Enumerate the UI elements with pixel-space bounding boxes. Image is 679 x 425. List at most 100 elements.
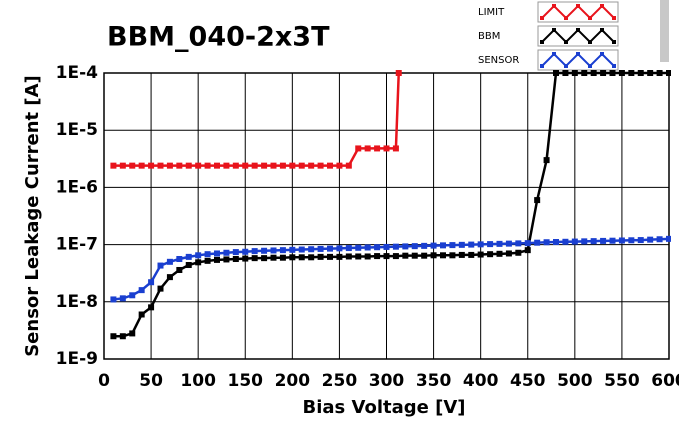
data-point bbox=[543, 239, 550, 246]
data-point bbox=[553, 70, 559, 76]
data-point bbox=[317, 162, 324, 169]
data-point bbox=[289, 246, 296, 253]
data-point bbox=[411, 252, 418, 259]
data-point bbox=[395, 70, 402, 76]
data-point bbox=[430, 252, 437, 259]
legend-label: LIMIT bbox=[478, 7, 505, 18]
data-point bbox=[119, 162, 126, 169]
data-point bbox=[609, 237, 616, 244]
x-axis-label: Bias Voltage [V] bbox=[303, 397, 466, 418]
data-point bbox=[110, 296, 117, 303]
data-point bbox=[157, 285, 164, 292]
data-point bbox=[656, 70, 663, 76]
data-point bbox=[345, 162, 352, 169]
data-point bbox=[666, 235, 671, 242]
data-point bbox=[553, 239, 559, 246]
data-point bbox=[590, 70, 597, 76]
data-point bbox=[458, 241, 465, 248]
data-point bbox=[223, 249, 230, 256]
data-point bbox=[421, 242, 428, 249]
x-tick-label: 600 bbox=[651, 371, 679, 391]
legend-marker bbox=[576, 4, 580, 8]
data-point bbox=[242, 248, 249, 255]
data-point bbox=[505, 240, 512, 247]
data-point bbox=[392, 145, 399, 152]
legend-marker bbox=[612, 64, 616, 68]
legend-marker bbox=[540, 40, 544, 44]
legend-marker bbox=[552, 28, 556, 32]
data-point bbox=[232, 249, 239, 256]
data-point bbox=[166, 274, 173, 281]
data-point bbox=[214, 256, 220, 263]
data-point bbox=[477, 241, 484, 248]
data-point bbox=[298, 254, 305, 261]
x-tick-label: 100 bbox=[180, 371, 216, 391]
legend-marker bbox=[576, 52, 580, 56]
data-point bbox=[637, 237, 644, 244]
data-point bbox=[496, 250, 503, 257]
legend-swatch-box bbox=[537, 49, 619, 71]
data-point bbox=[279, 254, 286, 261]
data-point bbox=[327, 253, 333, 260]
y-axis-label: Sensor Leakage Current [A] bbox=[22, 75, 43, 357]
legend-marker bbox=[564, 16, 568, 20]
data-point bbox=[214, 162, 220, 169]
data-point bbox=[383, 253, 390, 260]
data-point bbox=[411, 243, 418, 250]
data-point bbox=[242, 255, 249, 262]
data-point bbox=[524, 240, 531, 247]
data-point bbox=[647, 236, 654, 243]
data-point bbox=[195, 252, 202, 259]
data-point bbox=[374, 145, 381, 152]
data-point bbox=[534, 239, 541, 246]
data-point bbox=[487, 251, 494, 258]
legend-marker bbox=[600, 28, 604, 32]
data-point bbox=[148, 279, 155, 286]
data-point bbox=[430, 242, 437, 249]
data-point bbox=[242, 162, 249, 169]
legend-label: SENSOR bbox=[478, 55, 519, 66]
data-point bbox=[571, 70, 578, 76]
data-point bbox=[204, 257, 211, 264]
legend-marker bbox=[588, 16, 592, 20]
legend-swatch-box bbox=[537, 25, 619, 47]
data-point bbox=[581, 238, 588, 245]
data-point bbox=[440, 252, 446, 259]
data-point bbox=[214, 250, 220, 257]
x-tick-label: 50 bbox=[139, 371, 163, 391]
data-point bbox=[590, 238, 597, 245]
data-point bbox=[543, 157, 550, 164]
data-point bbox=[148, 162, 155, 169]
data-point bbox=[251, 248, 258, 255]
legend-label: BBM bbox=[478, 31, 500, 42]
data-point bbox=[581, 70, 588, 76]
data-point bbox=[364, 253, 371, 260]
data-point bbox=[496, 240, 503, 247]
data-point bbox=[515, 240, 522, 247]
data-point bbox=[336, 253, 343, 260]
data-point bbox=[279, 247, 286, 254]
data-point bbox=[327, 162, 333, 169]
y-tick-label: 1E-9 bbox=[56, 349, 98, 369]
data-point bbox=[477, 251, 484, 258]
legend-marker bbox=[552, 52, 556, 56]
data-point bbox=[204, 251, 211, 258]
data-point bbox=[157, 262, 164, 269]
scroll-bar bbox=[660, 0, 669, 62]
data-point bbox=[628, 70, 635, 76]
data-point bbox=[440, 242, 446, 249]
y-tick-label: 1E-5 bbox=[56, 120, 98, 140]
legend-marker bbox=[552, 4, 556, 8]
data-point bbox=[628, 237, 635, 244]
data-point bbox=[185, 261, 192, 268]
chart-title: BBM_040-2x3T bbox=[107, 22, 330, 53]
y-tick-label: 1E-7 bbox=[56, 235, 98, 255]
data-point bbox=[562, 238, 569, 245]
data-point bbox=[251, 255, 258, 262]
data-point bbox=[119, 295, 126, 302]
data-point bbox=[383, 243, 390, 250]
data-point bbox=[327, 245, 333, 252]
data-point bbox=[195, 162, 202, 169]
data-point bbox=[468, 241, 475, 248]
legend-marker bbox=[564, 64, 568, 68]
